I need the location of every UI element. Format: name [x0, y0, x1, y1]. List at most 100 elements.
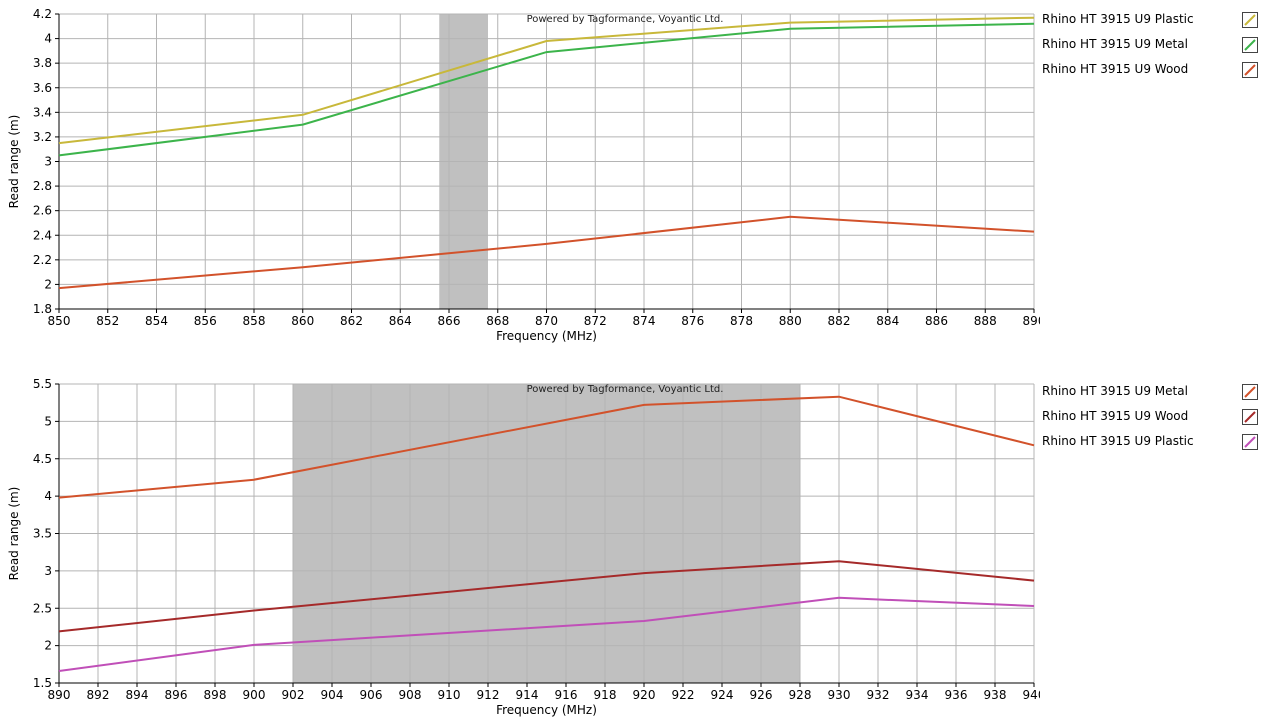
x-tick-label: 876	[681, 314, 704, 328]
x-axis-label: Frequency (MHz)	[496, 703, 597, 717]
legend-item: Rhino HT 3915 U9 Wood	[1042, 409, 1262, 434]
y-tick-label: 4	[44, 32, 52, 46]
x-tick-label: 860	[291, 314, 314, 328]
legend-item: Rhino HT 3915 U9 Metal	[1042, 37, 1262, 62]
y-tick-label: 3.8	[33, 56, 52, 70]
x-tick-label: 930	[828, 688, 851, 702]
y-axis-label: Read range (m)	[7, 487, 21, 581]
y-tick-label: 2.4	[33, 228, 52, 242]
x-tick-label: 896	[165, 688, 188, 702]
legend-label: Rhino HT 3915 U9 Metal	[1042, 37, 1188, 51]
series-line-1	[58, 22, 1035, 157]
x-tick-label: 898	[204, 688, 227, 702]
chart-bottom-svg: 890 892 894 896 898 900 902 904 906 908 910 912 914 9…	[7, 377, 1040, 717]
x-tick-label: 928	[789, 688, 812, 702]
x-axis-label: Frequency (MHz)	[496, 329, 597, 343]
legend-label: Rhino HT 3915 U9 Plastic	[1042, 434, 1194, 448]
chart-top-legend: Rhino HT 3915 U9 Plastic Rhino HT 3915 U9…	[1042, 12, 1262, 87]
chart-bottom: 890 892 894 896 898 900 902 904 906 908 910 912 914 9…	[0, 362, 1266, 724]
x-tick-label: 904	[321, 688, 344, 702]
y-tick-label: 2	[44, 639, 52, 653]
legend-swatch-icon	[1242, 384, 1258, 400]
legend-label: Rhino HT 3915 U9 Plastic	[1042, 12, 1194, 26]
x-tick-label: 878	[730, 314, 753, 328]
x-tick-label: 914	[516, 688, 539, 702]
x-tick-label: 854	[145, 314, 168, 328]
legend-swatch-icon	[1242, 12, 1258, 28]
legend-item: Rhino HT 3915 U9 Plastic	[1042, 434, 1262, 459]
x-tick-label: 912	[477, 688, 500, 702]
series-line-1	[58, 560, 1035, 633]
chart-top: 850 852 854 856 858 860 862 864 866 868 870 872 874 8…	[7, 7, 1262, 343]
legend-swatch-icon	[1242, 62, 1258, 78]
y-tick-label: 3.6	[33, 81, 52, 95]
x-tick-label: 938	[984, 688, 1007, 702]
series-line-0	[58, 16, 1035, 145]
x-tick-label: 880	[779, 314, 802, 328]
x-tick-label: 868	[486, 314, 509, 328]
legend-swatch-icon	[1242, 409, 1258, 425]
x-tick-label: 870	[535, 314, 558, 328]
x-tick-label: 922	[672, 688, 695, 702]
x-tick-label: 874	[633, 314, 656, 328]
x-tick-label: 926	[750, 688, 773, 702]
x-tick-label: 866	[438, 314, 461, 328]
legend-item: Rhino HT 3915 U9 Metal	[1042, 384, 1262, 409]
x-tick-label: 918	[594, 688, 617, 702]
series-line-2	[58, 215, 1035, 290]
x-tick-label: 858	[243, 314, 266, 328]
y-tick-label: 4.5	[33, 452, 52, 466]
x-tick-label: 910	[438, 688, 461, 702]
y-tick-label: 1.5	[33, 676, 52, 690]
watermark-text: Powered by Tagformance, Voyantic Ltd.	[527, 14, 724, 25]
y-tick-label: 3	[44, 155, 52, 169]
y-tick-label: 4	[44, 489, 52, 503]
y-tick-label: 5	[44, 414, 52, 428]
x-tick-label: 888	[974, 314, 997, 328]
y-tick-label: 2	[44, 277, 52, 291]
x-tick-label: 894	[126, 688, 149, 702]
y-tick-label: 2.8	[33, 179, 52, 193]
x-tick-label: 908	[399, 688, 422, 702]
y-tick-label: 3.5	[33, 527, 52, 541]
x-tick-label: 856	[194, 314, 217, 328]
y-tick-label: 3.4	[33, 105, 52, 119]
y-tick-label: 1.8	[33, 302, 52, 316]
x-tick-label: 916	[555, 688, 578, 702]
x-tick-label: 920	[633, 688, 656, 702]
x-tick-label: 932	[867, 688, 890, 702]
x-tick-label: 882	[828, 314, 851, 328]
x-tick-label: 890	[1023, 314, 1040, 328]
x-tick-label: 900	[243, 688, 266, 702]
chart-bottom-legend: Rhino HT 3915 U9 Metal Rhino HT 3915 U9 W…	[1042, 384, 1262, 459]
legend-item: Rhino HT 3915 U9 Plastic	[1042, 12, 1262, 37]
y-tick-label: 2.6	[33, 204, 52, 218]
x-tick-label: 850	[48, 314, 71, 328]
x-tick-label: 872	[584, 314, 607, 328]
legend-label: Rhino HT 3915 U9 Wood	[1042, 409, 1189, 423]
x-tick-label: 852	[96, 314, 119, 328]
x-tick-label: 934	[906, 688, 929, 702]
legend-swatch-icon	[1242, 434, 1258, 450]
y-tick-label: 5.5	[33, 377, 52, 391]
x-tick-label: 864	[389, 314, 412, 328]
y-tick-label: 3.2	[33, 130, 52, 144]
x-tick-label: 890	[48, 688, 71, 702]
x-tick-label: 886	[925, 314, 948, 328]
x-tick-label: 906	[360, 688, 383, 702]
series-line-2	[58, 596, 1035, 672]
x-tick-label: 892	[87, 688, 110, 702]
x-tick-label: 936	[945, 688, 968, 702]
y-tick-label: 2.5	[33, 601, 52, 615]
legend-item: Rhino HT 3915 U9 Wood	[1042, 62, 1262, 87]
y-tick-label: 2.2	[33, 253, 52, 267]
y-tick-label: 4.2	[33, 7, 52, 21]
y-tick-label: 3	[44, 564, 52, 578]
x-tick-label: 902	[282, 688, 305, 702]
legend-label: Rhino HT 3915 U9 Metal	[1042, 384, 1188, 398]
legend-swatch-icon	[1242, 37, 1258, 53]
series-line-0	[58, 395, 1035, 499]
x-tick-label: 924	[711, 688, 734, 702]
legend-label: Rhino HT 3915 U9 Wood	[1042, 62, 1189, 76]
watermark-text: Powered by Tagformance, Voyantic Ltd.	[527, 384, 724, 395]
